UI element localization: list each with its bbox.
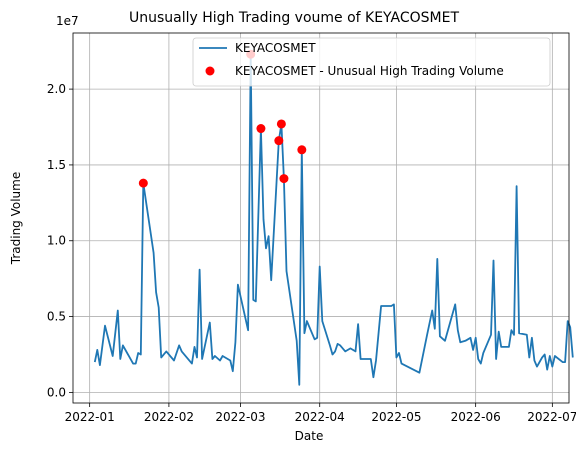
plot-frame <box>72 32 570 404</box>
plot-background <box>73 33 569 403</box>
legend-entry-scatter: KEYACOSMET - Unusual High Trading Volume <box>235 64 504 78</box>
y-offset-label: 1e7 <box>56 14 79 28</box>
unusual-volume-point <box>138 178 148 188</box>
legend-box <box>192 37 551 87</box>
chart-title: Unusually High Trading voume of KEYACOSM… <box>129 10 459 26</box>
x-tick-label: 2022-02 <box>144 410 194 424</box>
y-tick-label: 2.0 <box>47 82 66 96</box>
x-tick-label: 2022-05 <box>371 410 421 424</box>
y-tick-label: 1.5 <box>47 158 66 172</box>
grid-layer <box>73 33 569 403</box>
x-axis-title: Date <box>295 429 324 443</box>
legend-scatter-swatch <box>205 66 215 76</box>
y-tick-label: 1.0 <box>47 234 66 248</box>
x-tick-label: 2022-06 <box>451 410 501 424</box>
unusual-volume-point <box>279 174 289 184</box>
tick-layer: 2022-01 2022-02 2022-03 2022-04 2022-05 2022-… <box>47 82 576 424</box>
legend: KEYACOSMET KEYACOSMET - Unusual High Tra… <box>192 37 551 87</box>
x-tick-label: 2022-01 <box>65 410 115 424</box>
x-tick-label: 2022-04 <box>295 410 345 424</box>
unusual-volume-point <box>256 124 266 134</box>
unusual-volume-point <box>297 145 307 155</box>
y-tick-label: 0.5 <box>47 310 66 324</box>
x-tick-label: 2022-07 <box>527 410 576 424</box>
series-line-keyacosmet <box>93 53 574 386</box>
x-tick-label: 2022-03 <box>215 410 265 424</box>
legend-entry-line: KEYACOSMET <box>235 41 316 55</box>
series-layer <box>93 49 574 386</box>
y-axis-title: Trading Volume <box>9 172 23 265</box>
unusual-volume-point <box>274 136 284 146</box>
y-tick-label: 0.0 <box>47 385 66 399</box>
unusual-volume-point <box>276 119 286 129</box>
